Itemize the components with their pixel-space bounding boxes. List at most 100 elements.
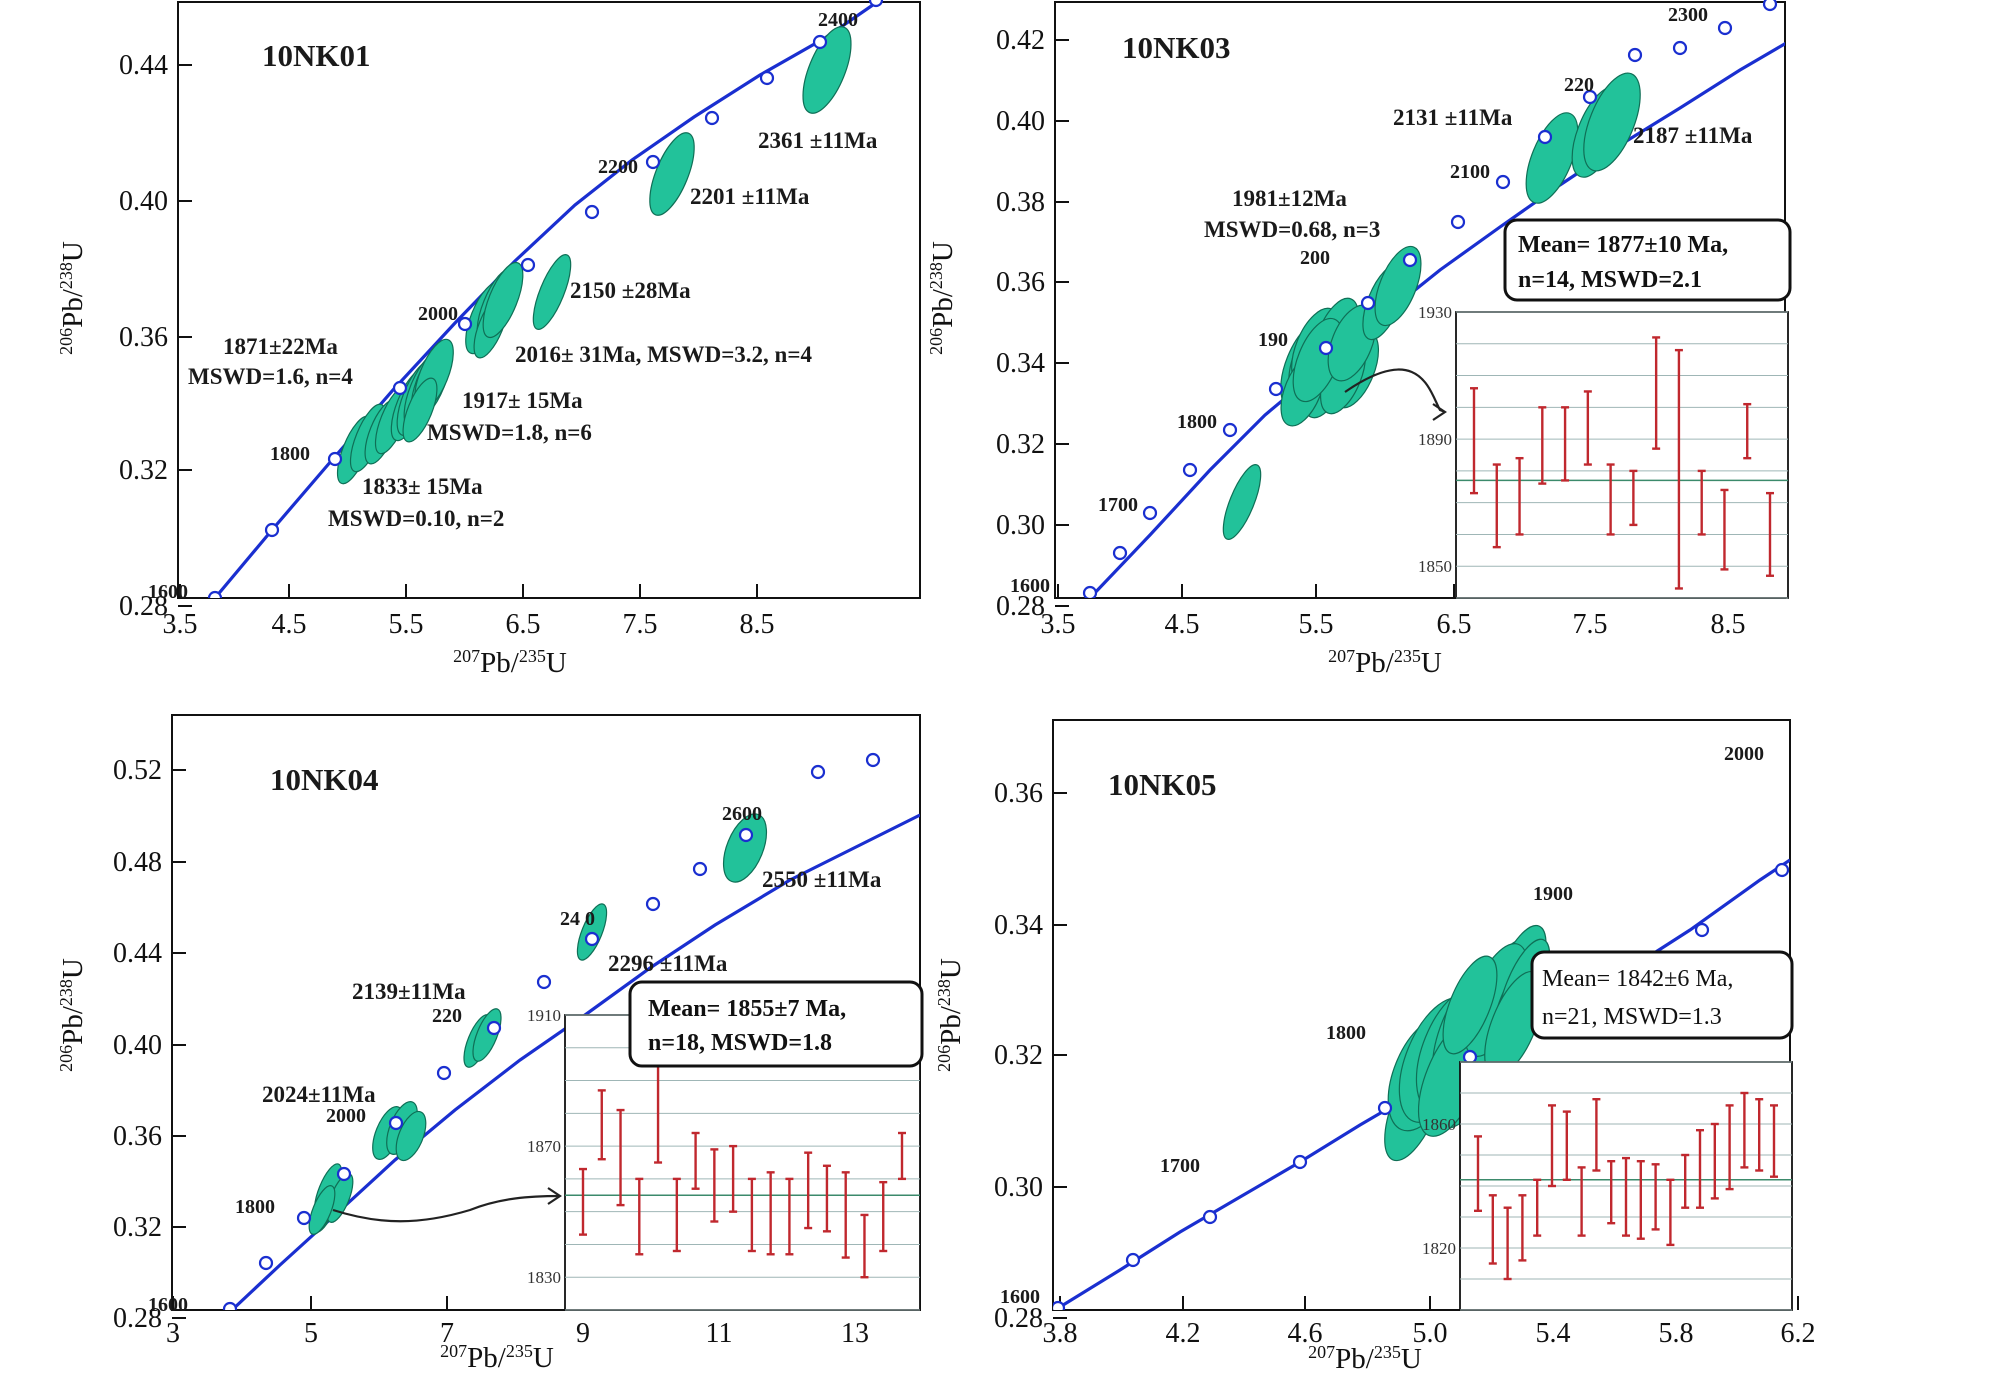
age-annotation: MSWD=1.6, n=4 — [188, 364, 353, 389]
concordia-age-marker — [1360, 295, 1376, 311]
concordia-age-marker — [207, 590, 223, 598]
concordia-age-label: 24 0 — [560, 908, 595, 930]
concordia-age-label: 2100 — [1450, 161, 1490, 183]
error-ellipse — [722, 813, 768, 883]
concordia-age-marker — [645, 154, 661, 170]
x-tick-label: 6.5 — [1437, 609, 1472, 640]
x-tick-label: 4.5 — [1165, 609, 1200, 640]
concordia-age-marker — [327, 451, 343, 467]
y-tick-label: 0.44 — [113, 938, 162, 969]
x-tick-label: 5.4 — [1536, 1318, 1571, 1349]
inset-frame — [1455, 311, 1789, 599]
y-tick-label: 0.32 — [119, 455, 168, 486]
y-axis-title: 206Pb/238U — [56, 241, 89, 355]
age-annotation: 2016± 31Ma, MSWD=3.2, n=4 — [515, 342, 812, 367]
concordia-age-marker — [1053, 1300, 1066, 1310]
age-annotation: MSWD=0.10, n=2 — [328, 506, 504, 531]
age-annotation: 2201 ±11Ma — [690, 184, 810, 209]
y-tick-label: 0.32 — [113, 1212, 162, 1243]
concordia-age-label: 220 — [1564, 74, 1594, 96]
concordia-age-marker — [1627, 47, 1643, 63]
weighted-mean-stats: n=14, MSWD=2.1 — [1518, 267, 1702, 293]
concordia-age-marker — [812, 34, 828, 50]
concordia-age-marker — [1082, 585, 1098, 598]
concordia-age-label: 200 — [1300, 247, 1330, 269]
y-tick-label: 0.28 — [994, 1303, 1043, 1334]
x-tick-label: 8.5 — [740, 609, 775, 640]
arrow-head — [1432, 403, 1447, 421]
y-tick-label: 0.34 — [996, 348, 1045, 379]
concordia-age-marker — [436, 1065, 452, 1081]
concordia-age-label: 1600 — [148, 1294, 188, 1316]
concordia-age-marker — [222, 1301, 238, 1310]
inset-tick-label: 1860 — [1422, 1115, 1456, 1134]
concordia-age-label: 1800 — [235, 1196, 275, 1218]
x-tick-label: 5.0 — [1413, 1318, 1448, 1349]
concordia-age-marker — [645, 896, 661, 912]
age-annotation: 1871±22Ma — [223, 334, 338, 359]
x-tick-label: 3 — [166, 1318, 180, 1349]
age-annotation: 2361 ±11Ma — [758, 128, 878, 153]
x-tick-label: 13 — [841, 1318, 869, 1349]
concordia-age-marker — [1377, 1100, 1393, 1116]
y-tick-label: 0.44 — [119, 50, 168, 81]
concordia-age-label: 190 — [1258, 329, 1288, 351]
x-axis-title: 207Pb/235U — [453, 646, 567, 679]
error-ellipse — [1222, 464, 1262, 540]
concordia-age-marker — [1694, 922, 1710, 938]
error-ellipse — [532, 254, 572, 330]
x-tick-label: 5.5 — [1299, 609, 1334, 640]
y-tick-label: 0.48 — [113, 847, 162, 878]
x-axis-title: 207Pb/235U — [440, 1341, 554, 1374]
concordia-age-marker — [1582, 89, 1598, 105]
concordia-age-label: 2400 — [818, 9, 858, 31]
weighted-mean-text: Mean= 1877±10 Ma, — [1518, 232, 1728, 258]
concordia-age-marker — [1672, 40, 1688, 56]
y-tick-label: 0.40 — [119, 186, 168, 217]
concordia-age-label: 1600 — [1000, 1286, 1040, 1308]
inset-tick-label: 1830 — [527, 1268, 561, 1287]
concordia-age-marker — [868, 0, 884, 8]
concordia-age-marker — [1112, 545, 1128, 561]
error-ellipse — [395, 1110, 427, 1162]
error-ellipse — [649, 132, 695, 216]
error-ellipse — [1525, 112, 1579, 204]
y-tick-label: 0.36 — [113, 1121, 162, 1152]
panel-10nk05: 0.28 0.30 0.32 0.34 0.36 3.8 4.2 4.6 5.0 5.4 5.8 6.… — [934, 719, 1816, 1375]
arrow-head — [547, 1187, 562, 1205]
concordia-age-marker — [1222, 422, 1238, 438]
weighted-mean-box — [1503, 218, 1792, 302]
panel-10nk03: 0.28 0.30 0.32 0.34 0.36 0.38 0.40 0.42 3.5 4.5 5.… — [926, 0, 1792, 679]
y-tick-label: 0.32 — [996, 429, 1045, 460]
age-annotation: 2131 ±11Ma — [1393, 105, 1513, 130]
concordia-age-marker — [1537, 129, 1553, 145]
x-tick-label: 4.6 — [1288, 1318, 1323, 1349]
concordia-age-label: 1800 — [1326, 1022, 1366, 1044]
age-annotation: 2187 ±11Ma — [1633, 123, 1753, 148]
x-tick-label: 3.8 — [1043, 1318, 1078, 1349]
concordia-age-label: 2300 — [1668, 4, 1708, 26]
x-tick-label: 4.5 — [272, 609, 307, 640]
age-annotation: MSWD=0.68, n=3 — [1204, 217, 1380, 242]
y-tick-label: 0.30 — [996, 510, 1045, 541]
error-ellipse — [802, 26, 852, 114]
concordia-age-label: 1900 — [1533, 883, 1573, 905]
concordia-age-label: 1700 — [1098, 494, 1138, 516]
x-tick-label: 3.5 — [1041, 609, 1076, 640]
x-tick-label: 11 — [706, 1318, 733, 1349]
concordia-age-marker — [1142, 505, 1158, 521]
inset-tick-label: 1870 — [527, 1137, 561, 1156]
concordia-age-marker — [1318, 340, 1334, 356]
concordia-age-label: 220 — [432, 1005, 462, 1027]
concordia-age-label: 1800 — [1177, 411, 1217, 433]
concordia-age-marker — [865, 752, 881, 768]
weighted-mean-inset: 1930 1890 1850 — [1418, 303, 1789, 599]
concordia-age-marker — [1202, 1209, 1218, 1225]
y-tick-label: 0.40 — [113, 1030, 162, 1061]
y-tick-label: 0.34 — [994, 910, 1043, 941]
concordia-age-marker — [388, 1115, 404, 1131]
age-annotation: 2139±11Ma — [352, 979, 466, 1004]
concordia-age-marker — [457, 316, 473, 332]
panel-title: 10NK01 — [262, 38, 371, 73]
concordia-age-marker — [296, 1210, 312, 1226]
